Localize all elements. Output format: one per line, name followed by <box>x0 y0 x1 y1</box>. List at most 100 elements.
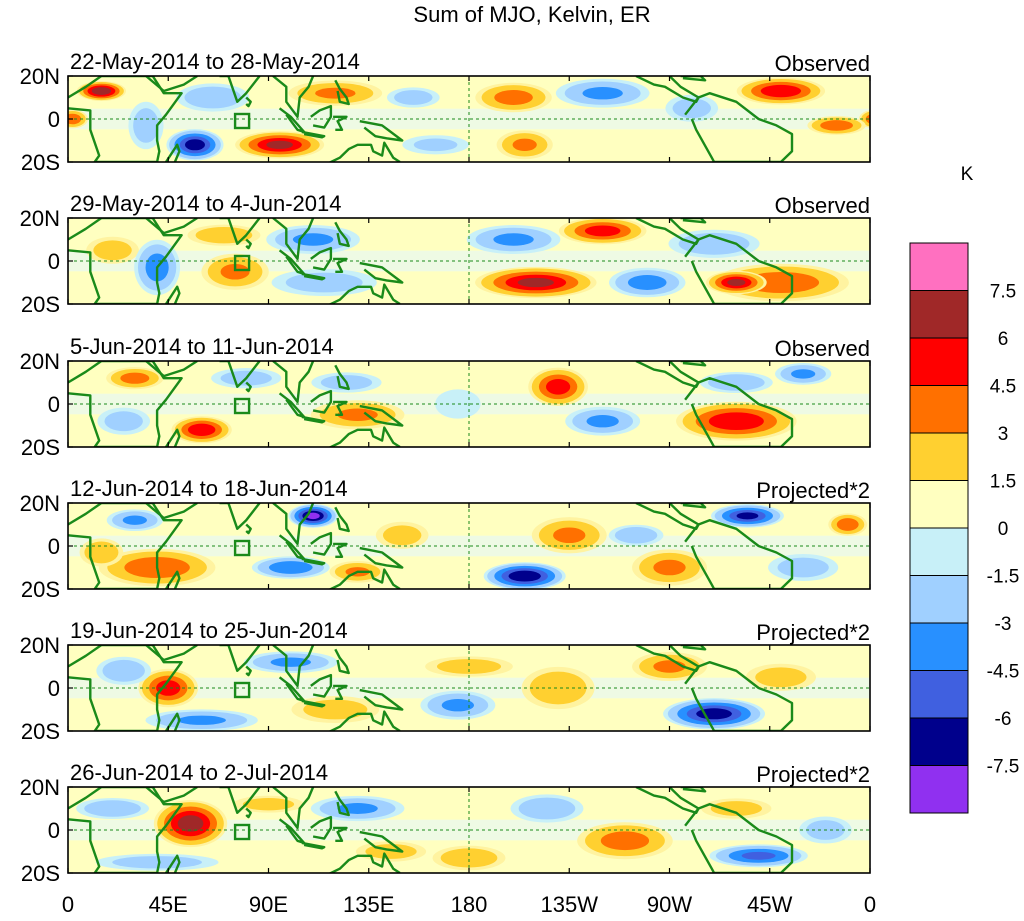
lat-tick-label: 0 <box>48 818 60 843</box>
lon-tick-label: 135W <box>541 892 599 917</box>
colorbar-tick-label: 1.5 <box>990 472 1016 493</box>
positive-anomaly <box>18 116 866 135</box>
contour-level <box>741 851 776 860</box>
contour-level <box>760 84 802 98</box>
coastline-newGuinea <box>359 688 404 711</box>
colorbar-swatch <box>909 527 969 576</box>
contour-level <box>529 671 587 705</box>
anomaly-field <box>35 503 870 589</box>
coastline-java <box>301 130 326 139</box>
positive-anomaly <box>475 82 552 113</box>
negative-anomaly <box>608 267 686 298</box>
contour-level <box>440 848 498 868</box>
coastline-india <box>219 76 261 104</box>
coastline-sriLanka <box>245 381 252 393</box>
map-panel: 20N 0 20S 26-Jun-2014 to 2-Jul-2014 Projecte… <box>0 760 1019 886</box>
panel-type-label: Projected*2 <box>756 620 870 645</box>
reference-region-box <box>233 397 251 415</box>
coastline-madagascar <box>164 712 181 731</box>
positive-anomaly <box>171 416 232 444</box>
coastline-southAm <box>684 803 794 873</box>
contour-level <box>0 664 14 691</box>
contour-level <box>982 136 1013 153</box>
lon-tick-label: 90E <box>249 892 288 917</box>
contour-level <box>791 369 816 379</box>
contour-level <box>0 79 18 103</box>
contour-level <box>885 84 921 99</box>
negative-anomaly <box>608 524 664 546</box>
positive-anomaly <box>432 845 506 871</box>
coastline-india <box>219 787 261 814</box>
positive-anomaly <box>425 656 513 677</box>
contour-level <box>285 272 363 293</box>
negative-anomaly <box>483 562 566 589</box>
coastline-borneo <box>310 104 333 129</box>
contour-level <box>545 379 571 395</box>
reference-region-box <box>233 823 251 841</box>
coastline-cuba <box>680 218 707 224</box>
coastline-java <box>301 415 326 424</box>
negative-anomaly <box>76 797 149 820</box>
coastline-borneo <box>310 246 333 271</box>
coastline-centralAm <box>635 361 700 388</box>
coastline-sulawesi <box>333 257 348 273</box>
coastline-seAsia <box>272 645 315 688</box>
contour-level <box>35 518 57 531</box>
lon-tick-label: 45W <box>747 892 792 917</box>
positive-anomaly <box>521 666 595 710</box>
colorbar-swatch <box>909 765 969 814</box>
contour-level <box>133 108 159 143</box>
coastline-sulawesi <box>333 684 348 700</box>
contour-level <box>122 515 147 525</box>
coastline-sriLanka <box>245 96 252 108</box>
contour-level <box>980 815 1006 832</box>
coastline-newGuinea <box>359 404 404 427</box>
negative-anomaly <box>251 556 330 579</box>
map-panel: 20N 0 20S 12-Jun-2014 to 18-Jun-2014 Project… <box>20 476 871 602</box>
negative-anomaly <box>97 407 151 435</box>
contour-level <box>306 512 320 520</box>
positive-anomaly <box>558 218 647 245</box>
contour-level <box>18 120 51 131</box>
contour-level <box>736 512 759 520</box>
coastline-cuba <box>680 361 707 367</box>
negative-anomaly <box>310 795 405 822</box>
negative-anomaly <box>510 794 584 823</box>
panel-date-range: 29-May-2014 to 4-Jun-2014 <box>70 191 342 216</box>
map-panel: 20N 0 20S 29-May-2014 to 4-Jun-2014 Observed <box>20 191 1024 317</box>
coastline-southAm <box>684 377 794 447</box>
coastline-madagascar <box>164 570 181 589</box>
contour-level <box>998 227 1024 243</box>
contour-level <box>104 411 143 432</box>
coastline-cuba <box>680 787 707 793</box>
positive-anomaly <box>106 367 164 390</box>
coastline-africa <box>68 645 183 731</box>
coastline-southAm <box>684 233 794 304</box>
contour-level <box>600 831 650 851</box>
contour-level <box>0 816 50 843</box>
lat-tick-label: 0 <box>48 392 60 417</box>
lon-tick-label: 180 <box>451 892 488 917</box>
negative-anomaly <box>128 101 164 150</box>
contour-level <box>987 139 1007 150</box>
negative-anomaly <box>775 363 832 385</box>
lat-tick-label: 20N <box>20 349 60 374</box>
lon-tick-label: 0 <box>62 892 74 917</box>
coastline-seAsia <box>272 361 315 404</box>
contour-level <box>966 807 1019 841</box>
contour-level <box>727 278 746 287</box>
colorbar-unit-label: K <box>961 164 974 185</box>
colorbar-tick-label: 4.5 <box>990 377 1016 398</box>
panel-date-range: 26-Jun-2014 to 2-Jul-2014 <box>70 760 328 785</box>
reference-region-box <box>233 112 251 130</box>
contour-level <box>493 233 534 246</box>
coastline-australia <box>319 426 401 447</box>
lon-tick-label: 135E <box>343 892 394 917</box>
contour-level <box>879 81 928 101</box>
contour-level <box>266 140 293 149</box>
coastline-india <box>219 645 261 672</box>
contour-level <box>614 527 658 544</box>
lat-tick-label: 0 <box>48 249 60 274</box>
positive-anomaly <box>531 517 607 554</box>
coastline-seAsia <box>272 76 315 119</box>
